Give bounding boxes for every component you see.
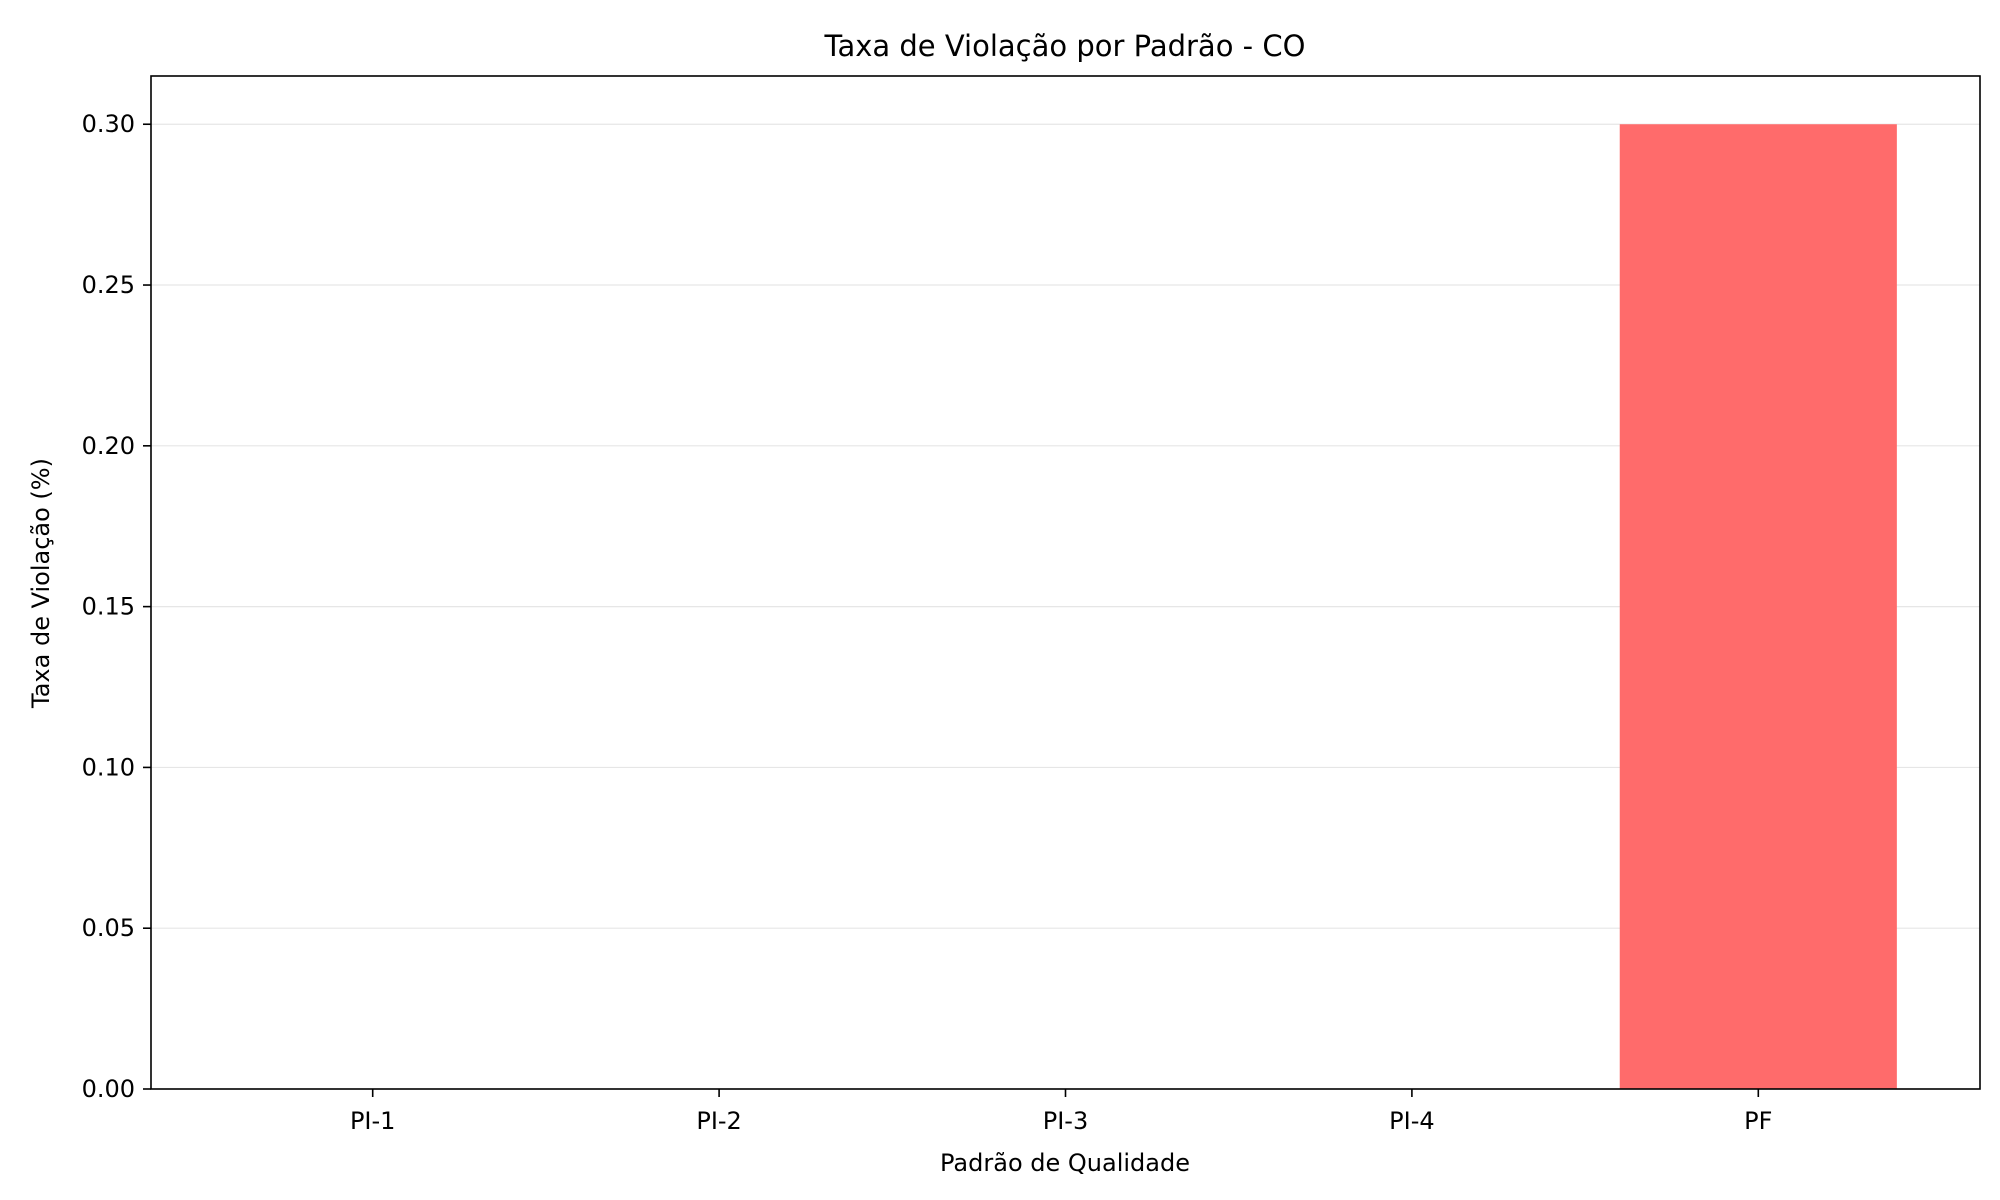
chart-title: Taxa de Violação por Padrão - CO [824, 29, 1306, 63]
plot-area: 0.00 0.05 0.10 0.15 0.20 0.25 0.30 PI-1 PI-2 PI-3… [82, 75, 1981, 1135]
y-tick-label: 0.30 [82, 110, 135, 138]
y-tick-label: 0.05 [82, 914, 135, 942]
x-tick-label: PI-4 [1389, 1107, 1434, 1135]
bar-pf [1619, 124, 1897, 1089]
x-tick-label: PF [1744, 1107, 1772, 1135]
y-tick-label: 0.20 [82, 432, 135, 460]
y-tick-label: 0.25 [82, 271, 135, 299]
x-tick-label: PI-3 [1043, 1107, 1088, 1135]
y-tick-label: 0.15 [82, 593, 135, 621]
x-tick-label: PI-1 [350, 1107, 395, 1135]
x-tick-label: PI-2 [696, 1107, 741, 1135]
y-tick-label: 0.10 [82, 753, 135, 781]
y-tick-label: 0.00 [82, 1075, 135, 1103]
x-axis-label: Padrão de Qualidade [940, 1149, 1190, 1177]
y-axis-label: Taxa de Violação (%) [27, 458, 55, 709]
